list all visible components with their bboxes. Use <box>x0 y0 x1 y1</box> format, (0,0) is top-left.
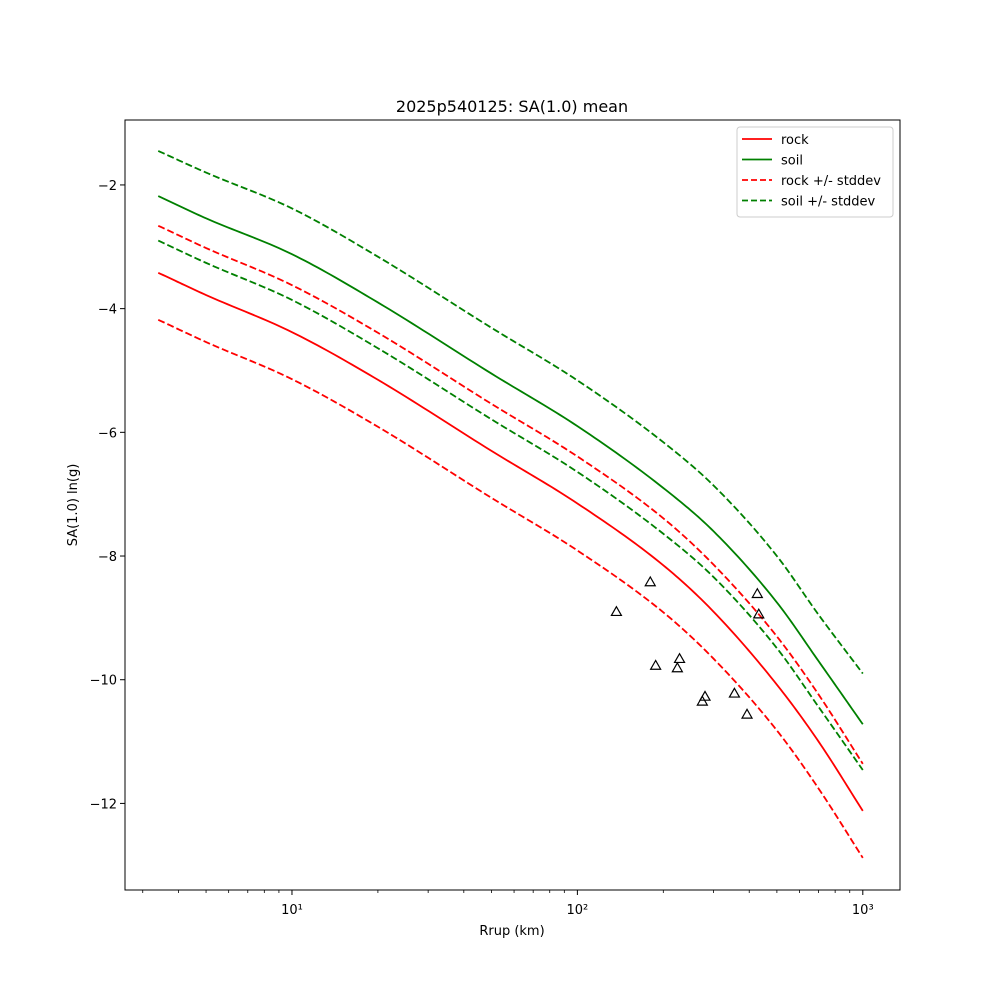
legend-label: soil <box>781 154 803 169</box>
x-tick-label: 10³ <box>852 903 874 918</box>
plot-area <box>157 150 864 859</box>
legend-label: rock +/- stddev <box>781 174 881 189</box>
x-axis-label: Rrup (km) <box>479 924 544 939</box>
legend-box <box>736 126 894 218</box>
series-line-5 <box>157 239 864 771</box>
y-tick-label: −4 <box>98 303 117 318</box>
legend-label: soil +/- stddev <box>781 195 876 210</box>
plot-frame <box>124 119 901 891</box>
y-tick-label: −2 <box>98 179 117 194</box>
series-line-1 <box>157 195 864 725</box>
series-line-2 <box>157 224 864 765</box>
chart-title: 2025p540125: SA(1.0) mean <box>396 97 628 116</box>
legend: rock soil rock +/- stddev soil +/- stddev <box>736 126 894 218</box>
observed-point <box>673 652 686 664</box>
legend-label: rock <box>781 133 809 148</box>
observed-point <box>698 690 712 701</box>
observed-point <box>741 708 754 719</box>
series-line-3 <box>157 318 864 859</box>
y-tick-label: −10 <box>90 674 117 689</box>
x-tick-label: 10² <box>567 903 589 918</box>
x-tick-label: 10¹ <box>281 903 303 918</box>
y-axis-label: SA(1.0) ln(g) <box>66 464 81 547</box>
series-line-0 <box>157 271 864 812</box>
observed-point <box>610 605 623 617</box>
observed-point <box>671 661 684 673</box>
observed-point <box>728 687 741 698</box>
observed-point <box>752 607 765 619</box>
y-tick-label: −12 <box>90 797 117 812</box>
axes: −2 −4 −6 −8 −10 −12 10¹ 10² 10³ <box>90 179 874 918</box>
y-tick-label: −8 <box>98 550 117 565</box>
observed-point <box>649 659 662 670</box>
observed-point <box>644 575 657 587</box>
y-tick-label: −6 <box>98 426 117 441</box>
observed-point <box>751 587 764 599</box>
series-line-4 <box>157 150 864 675</box>
